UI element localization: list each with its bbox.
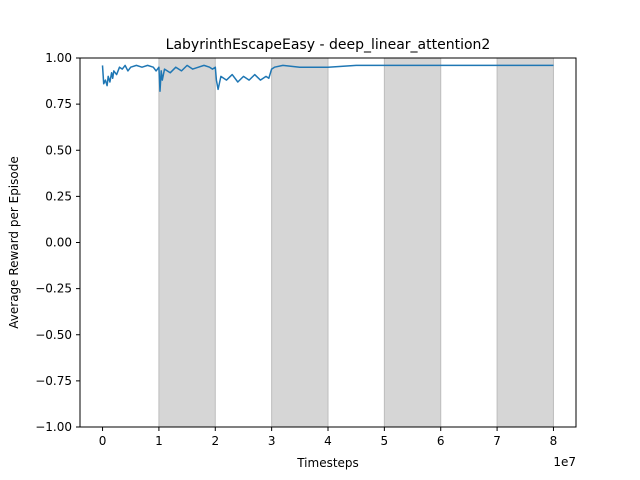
- x-tick-label: 8: [550, 434, 558, 448]
- x-tick-label: 1: [155, 434, 163, 448]
- y-tick-label: −0.75: [35, 374, 72, 388]
- y-tick-label: 0.50: [45, 143, 72, 157]
- series-line-1: [101, 64, 554, 92]
- y-tick-label: −1.00: [35, 420, 72, 434]
- y-axis-title: Average Reward per Episode: [7, 156, 21, 328]
- x-axis-ticks: 0 1 2 3 4 5 6 7 8: [99, 427, 558, 448]
- y-tick-label: 0.25: [45, 189, 72, 203]
- x-tick-label: 2: [211, 434, 219, 448]
- x-tick-label: 0: [99, 434, 107, 448]
- shaded-regions: [158, 57, 554, 428]
- x-axis-scale-label: 1e7: [553, 455, 576, 469]
- series-lines: [101, 64, 554, 92]
- x-axis-title: Timesteps: [296, 456, 359, 470]
- shaded-region-1: [158, 57, 216, 428]
- y-tick-label: 0.75: [45, 97, 72, 111]
- y-axis-ticks: 1.00 0.75 0.50 0.25 0.00 −0.25 −0.50 −0.75 −1.00: [35, 51, 80, 434]
- x-tick-label: 6: [437, 434, 445, 448]
- x-tick-label: 5: [381, 434, 389, 448]
- chart-title: LabyrinthEscapeEasy - deep_linear_attent…: [166, 37, 491, 53]
- x-tick-label: 4: [324, 434, 332, 448]
- x-tick-label: 3: [268, 434, 276, 448]
- x-tick-label: 7: [493, 434, 501, 448]
- y-tick-label: 0.00: [45, 236, 72, 250]
- shaded-region-2: [271, 57, 329, 428]
- shaded-region-3: [383, 57, 442, 428]
- y-tick-label: −0.25: [35, 282, 72, 296]
- y-tick-label: 1.00: [45, 51, 72, 65]
- shaded-region-4: [496, 57, 554, 428]
- y-tick-label: −0.50: [35, 328, 72, 342]
